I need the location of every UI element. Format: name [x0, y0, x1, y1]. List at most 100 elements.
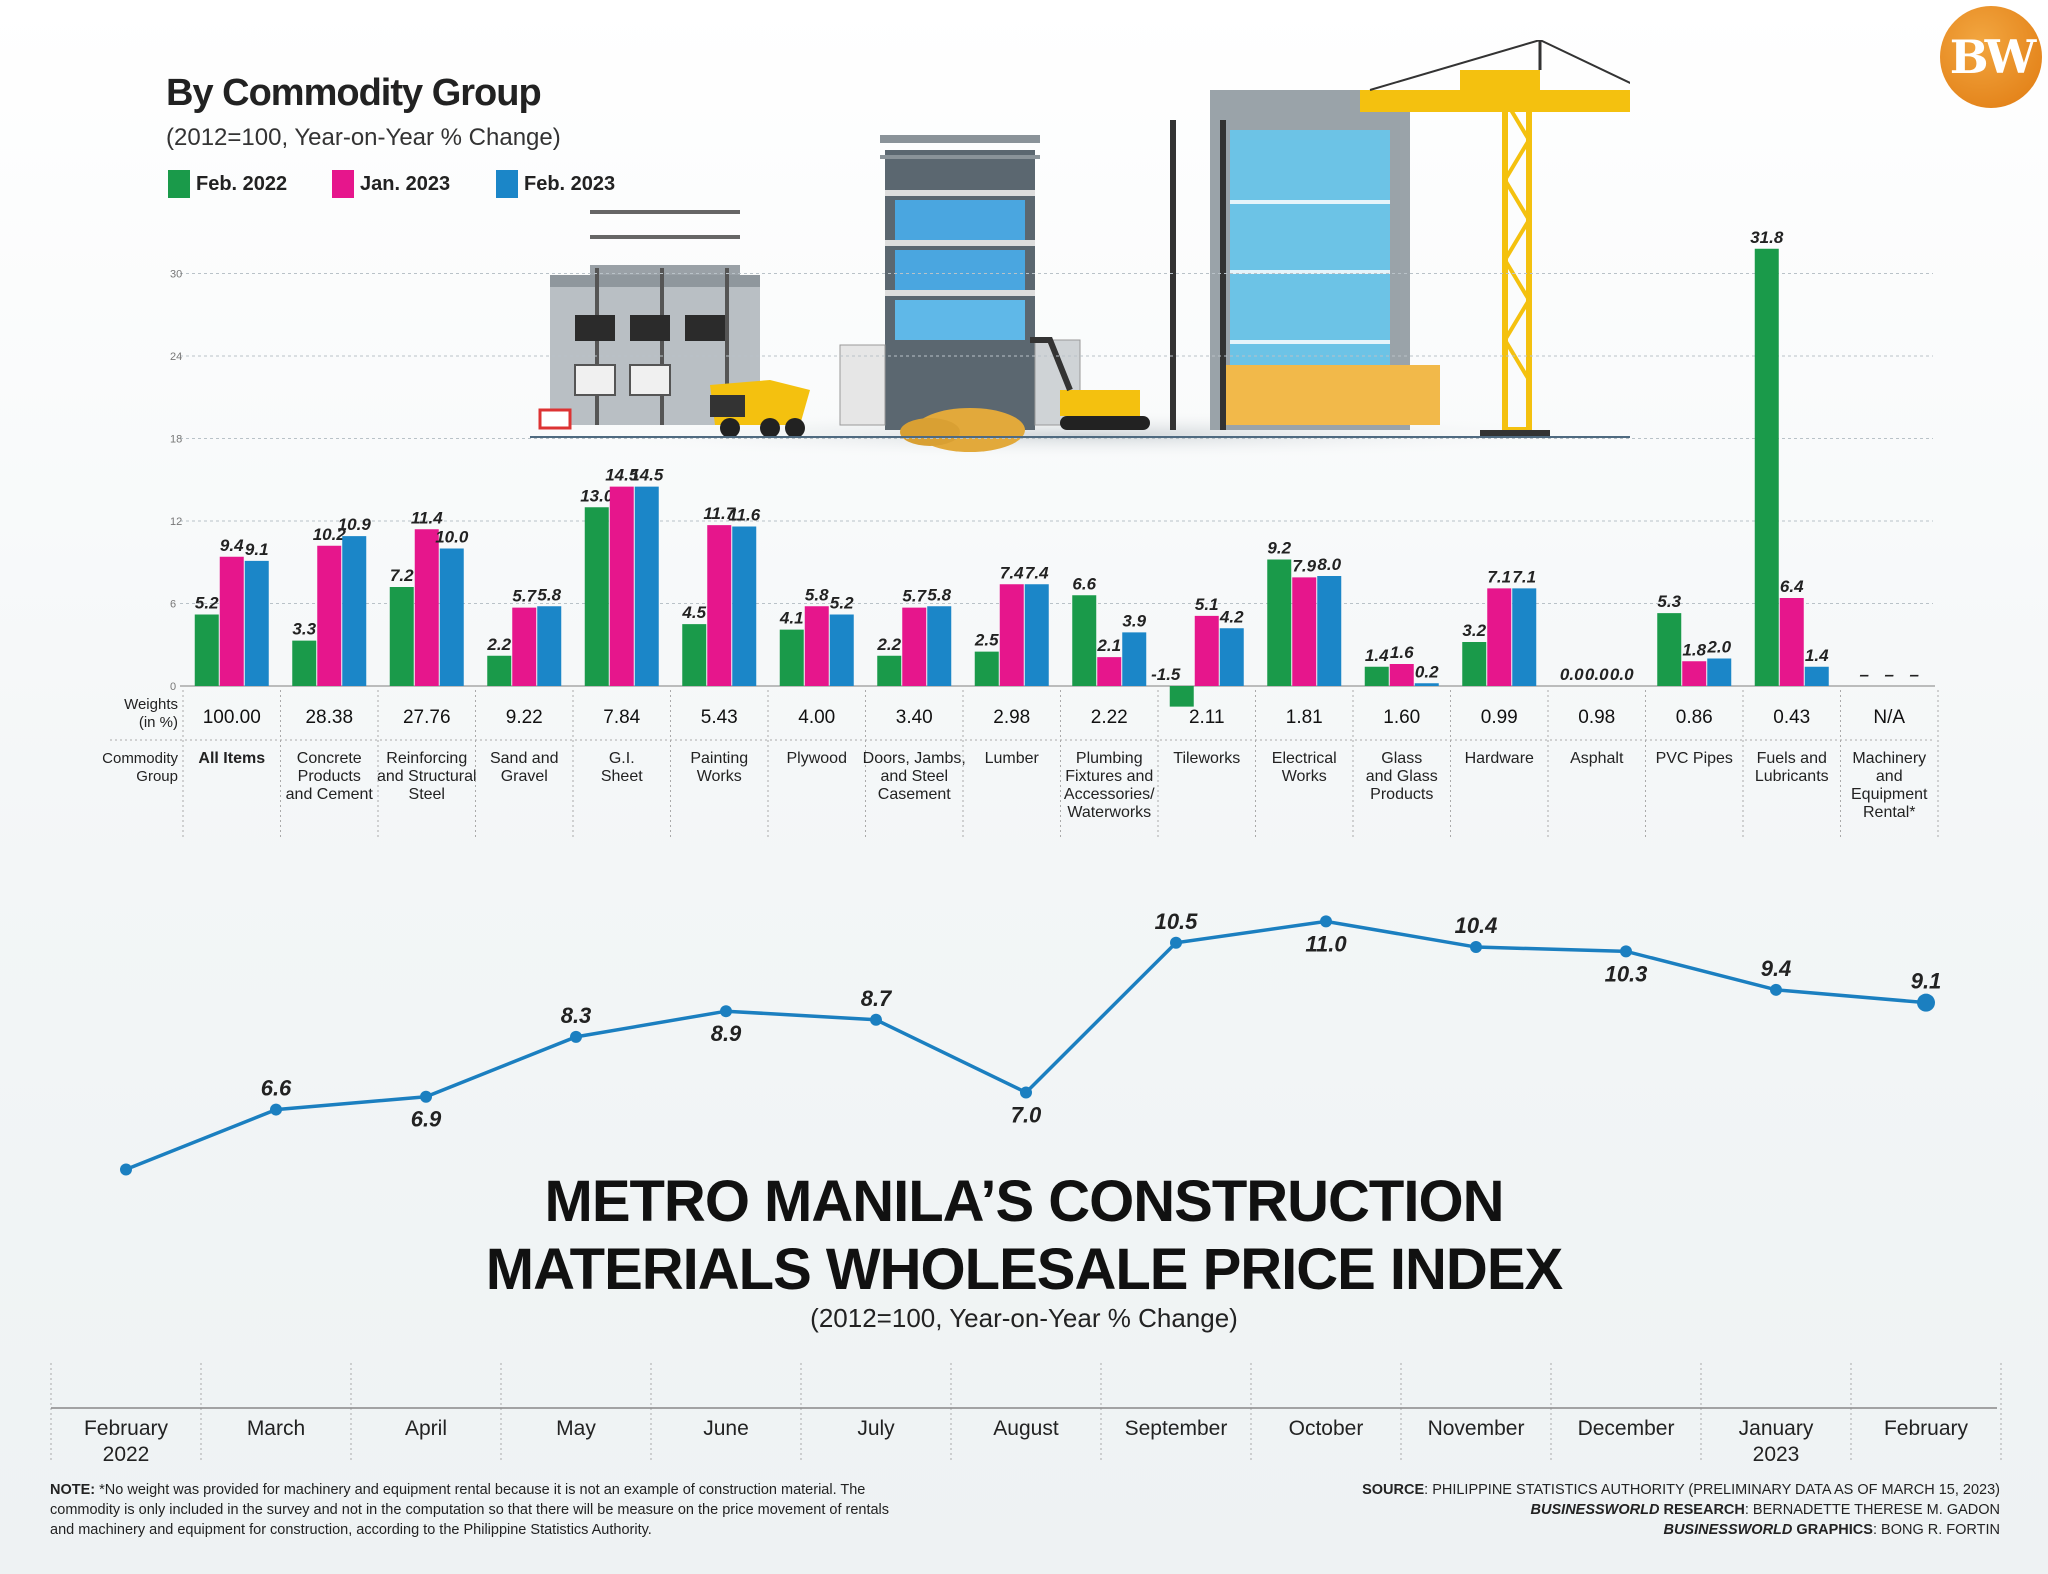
note-label: NOTE:: [50, 1482, 96, 1498]
bar: [537, 606, 562, 686]
credits: SOURCE: PHILIPPINE STATISTICS AUTHORITY …: [1362, 1480, 2000, 1540]
data-point-label: 9.1: [1911, 969, 1942, 994]
bar-value-label: 4.5: [681, 603, 706, 622]
month-label: February: [84, 1417, 169, 1440]
y-tick-label: 30: [170, 269, 182, 281]
category-label: Products: [298, 768, 361, 785]
bar: [1072, 595, 1097, 686]
businessworld-logo: BW: [1940, 6, 2042, 108]
bar: [1707, 658, 1732, 686]
bar: [584, 507, 609, 686]
bar-value-label: 10.9: [338, 515, 372, 534]
month-label: November: [1428, 1417, 1525, 1440]
data-point: [420, 1090, 432, 1103]
bar: [1657, 613, 1682, 686]
bar-chart-title: By Commodity Group: [166, 72, 542, 114]
graphics-line: BUSINESSWORLD GRAPHICS: BONG R. FORTIN: [1362, 1520, 2000, 1540]
bar: [487, 655, 512, 686]
category-label: PVC Pipes: [1656, 750, 1733, 767]
bar-value-label: 9.4: [220, 536, 244, 555]
bar: [902, 607, 927, 686]
bar-value-label: 2.2: [876, 635, 901, 654]
bar-value-label: 2.0: [1706, 638, 1731, 657]
bar-value-label: 7.4: [1000, 563, 1024, 582]
legend-label: Jan. 2023: [360, 172, 451, 195]
bar-value-label: 7.2: [390, 566, 414, 585]
bar-value-label: 4.1: [779, 609, 804, 628]
na-label: –: [1885, 665, 1895, 684]
bar-series: 5.29.4 9.13.310.210.97.211.410.02.25.7 5.8…: [194, 228, 1920, 707]
month-label: May: [556, 1417, 596, 1440]
bar-value-label: 9.2: [1267, 539, 1291, 558]
weight-value: 2.98: [993, 707, 1030, 728]
bar: [732, 526, 757, 686]
bar-value-label: 9.1: [245, 540, 269, 559]
bar: [1682, 661, 1707, 686]
weight-value: 1.81: [1286, 707, 1323, 728]
graphics-brand: BUSINESSWORLD: [1663, 1522, 1793, 1538]
month-label: April: [405, 1417, 447, 1440]
bar-value-label: 11.7: [703, 504, 736, 523]
bar: [389, 587, 414, 686]
data-point-label: 11.0: [1305, 931, 1347, 956]
category-label: Gravel: [501, 768, 548, 785]
legend-item-feb-2023: Feb. 2023: [496, 170, 615, 198]
bar: [707, 525, 732, 686]
bar-value-label: 4.2: [1219, 607, 1244, 626]
na-label: –: [1860, 665, 1870, 684]
weight-value: 2.22: [1091, 707, 1128, 728]
weight-value: 2.11: [1189, 707, 1225, 728]
legend-label: Feb. 2022: [196, 172, 288, 195]
source-line: SOURCE: PHILIPPINE STATISTICS AUTHORITY …: [1362, 1480, 2000, 1500]
bar-value-label: 5.8: [927, 585, 951, 604]
graphics-text: : BONG R. FORTIN: [1872, 1522, 2000, 1538]
category-label: Casement: [878, 786, 951, 803]
data-point: [1470, 941, 1482, 954]
weight-value: N/A: [1873, 707, 1905, 728]
bar-value-label: 1.8: [1682, 640, 1706, 659]
category-label: Machinery: [1852, 750, 1926, 767]
bar-value-label: 7.1: [1512, 567, 1536, 586]
weight-value: 4.00: [798, 707, 835, 728]
category-label: Lubricants: [1755, 768, 1829, 785]
bar: [779, 629, 804, 686]
bar-value-label: 1.4: [1805, 646, 1829, 665]
y-tick-label: 0: [170, 681, 176, 693]
bar: [317, 545, 342, 686]
bar-value-label: 5.8: [805, 585, 829, 604]
data-point: [1320, 915, 1332, 928]
weight-value: 7.84: [603, 707, 640, 728]
bar: [512, 607, 537, 686]
bar: [1414, 683, 1439, 686]
office-tower-icon: [839, 135, 1081, 452]
bar: [1219, 628, 1244, 686]
bar: [877, 655, 902, 686]
data-point-label: 10.4: [1455, 913, 1498, 938]
data-point-label: 8.7: [861, 986, 893, 1011]
category-label: Electrical: [1272, 750, 1337, 767]
bar-value-label: 6.4: [1780, 577, 1804, 596]
category-label: All Items: [198, 750, 265, 767]
construction-illustration: [530, 40, 1630, 460]
data-point-label: 7.0: [1011, 1102, 1042, 1127]
bar: [244, 560, 269, 686]
title-line: METRO MANILA’S CONSTRUCTION: [544, 1169, 1505, 1234]
bar: [1024, 584, 1049, 686]
na-label: –: [1910, 665, 1920, 684]
bar-value-label: 5.2: [195, 594, 219, 613]
note-text: *No weight was provided for machinery an…: [50, 1482, 890, 1538]
data-point: [1020, 1086, 1032, 1099]
bar: [1487, 588, 1512, 686]
bar: [1122, 632, 1147, 686]
research-brand: BUSINESSWORLD: [1530, 1502, 1660, 1518]
excavator-icon: [1030, 337, 1150, 430]
data-point: [1770, 983, 1782, 996]
category-label: Painting: [690, 750, 748, 767]
bar: [609, 486, 634, 686]
bar: [1194, 615, 1219, 686]
data-point-label: 9.4: [1761, 956, 1792, 981]
weights-row-label: Weights: [124, 696, 178, 713]
bar-value-label: 0.0: [1560, 665, 1584, 684]
legend-item-feb-2022: Feb. 2022: [168, 170, 287, 198]
data-point: [570, 1030, 582, 1043]
